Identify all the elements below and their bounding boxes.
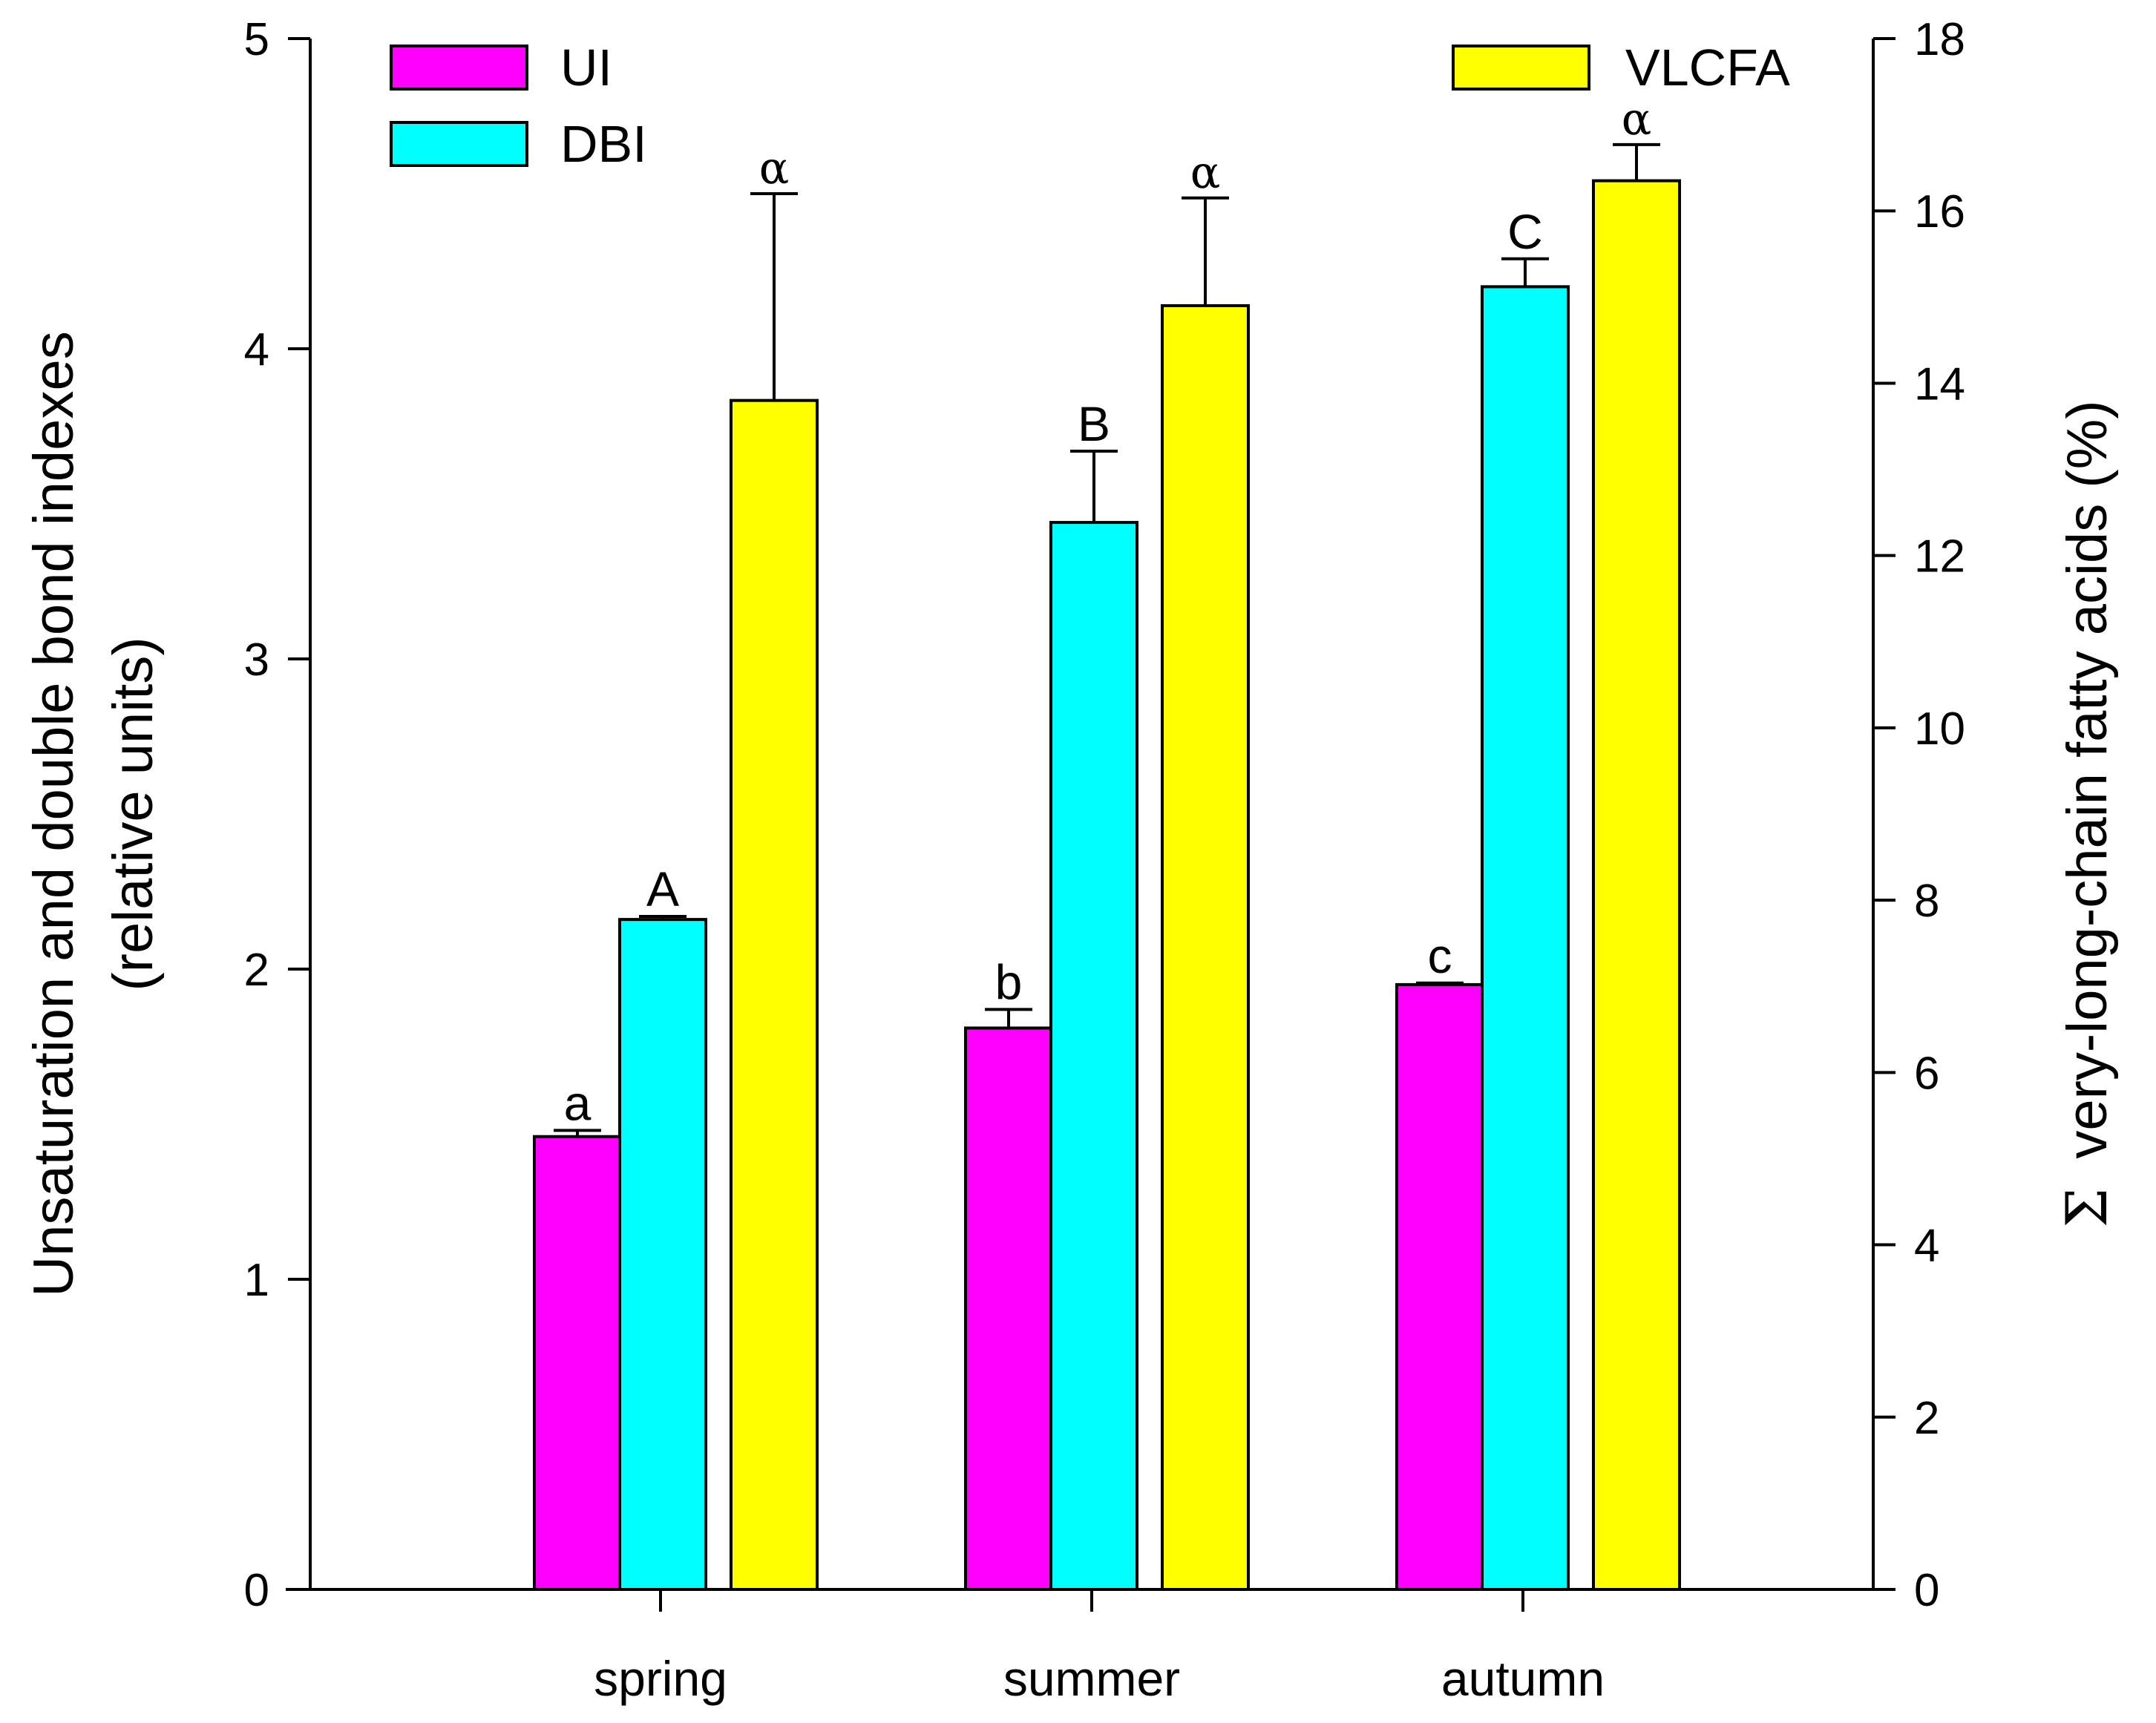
significance-letter: b [995, 954, 1023, 1009]
left-tick-label: 2 [244, 945, 269, 996]
bar-vlcfa-spring [730, 398, 819, 1592]
legend-swatch-dbi [390, 121, 528, 167]
bar-ui-autumn [1395, 982, 1484, 1591]
significance-letter: A [646, 862, 679, 916]
bar-dbi-autumn [1481, 285, 1570, 1591]
right-axis-label-group: Σ very-long-chain fatty acids (%) [2054, 401, 2120, 1228]
bar-ui-spring [533, 1135, 622, 1591]
right-tick-label: 12 [1914, 531, 1965, 582]
bar-vlcfa-autumn [1592, 179, 1681, 1591]
x-tick-label-spring: spring [594, 1651, 727, 1706]
right-axis-label-text: very-long-chain fatty acids (%) [2056, 401, 2119, 1159]
axis-labels: Unsaturation and double bond indexes (re… [22, 331, 2120, 1296]
legend-label-ui: UI [560, 39, 612, 96]
legend-swatch-ui [390, 45, 528, 91]
bar-dbi-summer [1049, 521, 1138, 1592]
left-axis-label-line1: Unsaturation and double bond indexes [22, 331, 85, 1296]
legend-swatch-vlcfa [1452, 45, 1590, 91]
significance-letter: B [1078, 396, 1110, 451]
left-tick-label: 3 [244, 634, 269, 686]
right-tick-label: 6 [1914, 1048, 1939, 1099]
significance-letter: α [1190, 147, 1221, 199]
significance-letter: α [1622, 93, 1652, 145]
x-tick-label-summer: summer [1003, 1651, 1180, 1706]
left-tick-label: 0 [244, 1565, 269, 1616]
left-tick-label: 1 [244, 1255, 269, 1306]
bar-dbi-spring [618, 918, 707, 1591]
left-axis-label-line2: (relative units) [102, 637, 165, 991]
right-tick-label: 10 [1914, 703, 1965, 755]
left-tick-label: 4 [244, 324, 269, 375]
svg-text:Σ very-long-chain fa: Σ very-long-chain fatty acids (%) [2054, 401, 2120, 1228]
bar-vlcfa-summer [1161, 303, 1250, 1591]
significance-letter: c [1428, 928, 1452, 983]
significance-letter: C [1507, 204, 1543, 259]
right-tick-label: 16 [1914, 186, 1965, 237]
right-tick-label: 2 [1914, 1393, 1939, 1444]
right-tick-label: 8 [1914, 876, 1939, 927]
legend-label-dbi: DBI [560, 115, 647, 173]
legend: UI DBI VLCFA [390, 39, 1790, 173]
right-tick-label: 4 [1914, 1221, 1939, 1272]
right-axis-label-sigma: Σ [2054, 1188, 2120, 1228]
x-tick-label-autumn: autumn [1441, 1651, 1605, 1706]
significance-letter: a [564, 1075, 592, 1130]
significance-letter: α [759, 142, 790, 194]
left-tick-label: 5 [244, 14, 269, 65]
legend-label-vlcfa: VLCFA [1625, 39, 1790, 96]
right-tick-label: 14 [1914, 358, 1965, 410]
right-tick-label: 18 [1914, 14, 1965, 65]
bar-ui-summer [964, 1026, 1053, 1592]
bars: a b c A B Cα α α [533, 93, 1681, 1592]
right-tick-label: 0 [1914, 1565, 1939, 1616]
